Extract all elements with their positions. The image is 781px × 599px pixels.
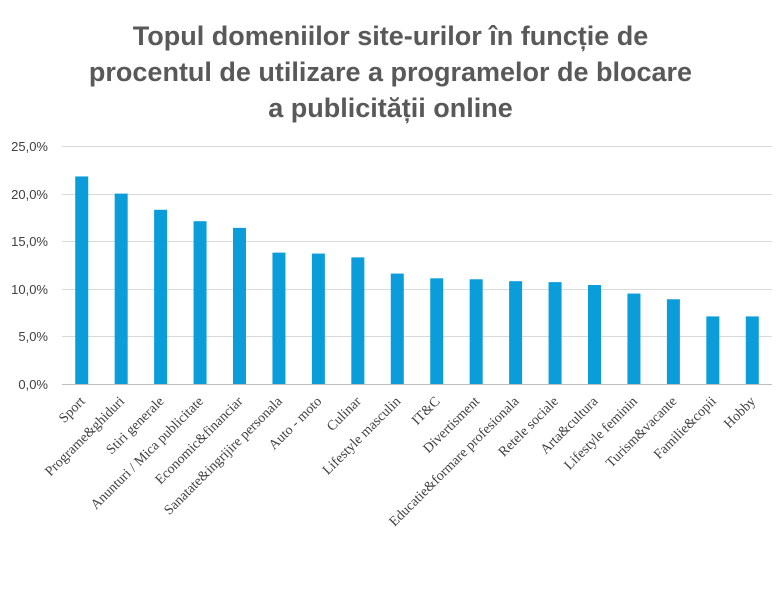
bar: [311, 253, 325, 384]
labels: 0,0%5,0%10,0%15,0%20,0%25,0%SportProgram…: [11, 139, 759, 530]
bar: [745, 316, 759, 384]
chart-title-line: procentul de utilizare a programelor de …: [88, 57, 693, 87]
bar: [548, 282, 562, 384]
y-tick-label: 10,0%: [11, 282, 48, 297]
y-tick-label: 20,0%: [11, 187, 48, 202]
chart-title: Topul domeniilor site-urilor în funcție …: [0, 18, 781, 126]
bar: [114, 193, 128, 384]
x-category-label: Hobby: [722, 394, 760, 432]
bar: [430, 278, 444, 384]
x-category-label: Turism&vacante: [603, 394, 680, 471]
chart-title-line: Topul domeniilor site-urilor în funcție …: [132, 21, 649, 51]
bars: [75, 176, 759, 384]
bar: [390, 273, 404, 384]
bar: [75, 176, 89, 384]
y-tick-label: 25,0%: [11, 139, 48, 154]
x-category-label: IT&C: [409, 394, 443, 428]
gridlines: [62, 146, 772, 337]
y-tick-label: 5,0%: [18, 329, 48, 344]
x-category-label: Sport: [56, 394, 88, 426]
bar: [193, 221, 207, 384]
bar: [706, 316, 720, 384]
bar: [154, 209, 168, 384]
chart-title-line: a publicității online: [268, 93, 513, 123]
bar: [588, 284, 601, 384]
bar: [509, 281, 523, 384]
bar: [627, 293, 641, 384]
y-tick-label: 15,0%: [11, 234, 48, 249]
y-tick-label: 0,0%: [18, 377, 48, 392]
bar: [666, 299, 680, 384]
bar: [351, 257, 365, 384]
bar: [469, 279, 483, 384]
bar: [233, 227, 246, 384]
bar: [272, 252, 286, 384]
